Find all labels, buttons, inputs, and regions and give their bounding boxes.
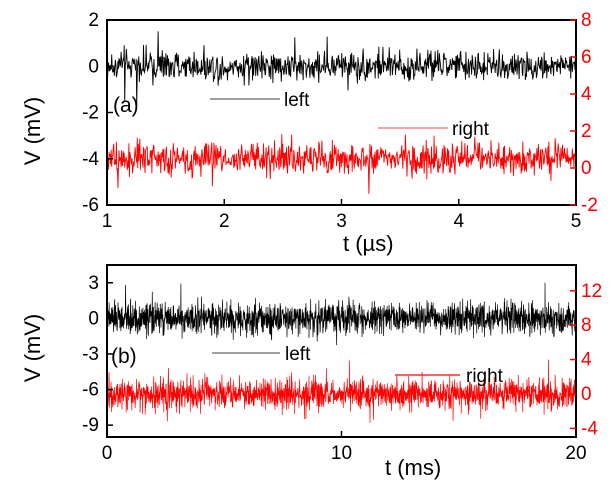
x-axis-label-b: t (ms) (385, 455, 441, 480)
y2-tick-label: 4 (581, 84, 592, 105)
y-tick-label: -4 (82, 149, 99, 170)
series-line-right (106, 359, 577, 423)
legend-label-right-a: right (452, 119, 490, 140)
x-axis-label-a: t (µs) (343, 231, 394, 256)
y2-tick-label: 4 (581, 350, 592, 371)
x-tick-label: 1 (102, 211, 113, 232)
y-tick-label: -3 (82, 344, 99, 365)
series-line-left (106, 31, 577, 105)
series-right-a (106, 133, 577, 194)
x-tick-label: 0 (102, 443, 113, 464)
legend-label-left-a: left (284, 90, 310, 111)
x-tick-label: 5 (571, 211, 582, 232)
y-axis-right-b: -4 0 4 8 12 (570, 281, 602, 439)
x-tick-label: 2 (219, 211, 230, 232)
series-right-b (106, 359, 577, 423)
y2-tick-label: 0 (581, 384, 592, 405)
y-axis-label-a: V (mV) (20, 97, 45, 165)
y2-tick-label: -4 (581, 418, 598, 439)
panel-b: -9 -6 -3 0 3 -4 0 4 8 12 0 10 20 (b) left right t … (20, 264, 602, 480)
x-tick-label: 20 (565, 443, 586, 464)
legend-label-left-b: left (285, 344, 311, 365)
y2-tick-label: 2 (581, 121, 592, 142)
y-axis-label-b: V (mV) (20, 314, 45, 382)
series-line-left (106, 282, 577, 346)
x-axis-a: 1 2 3 4 5 (102, 199, 582, 232)
y2-tick-label: 0 (581, 158, 592, 179)
panel-a: -6 -4 -2 0 2 -2 0 2 4 6 8 1 2 3 4 5 (a) left right t … (20, 10, 598, 256)
y-tick-label: -9 (82, 415, 99, 436)
panel-label-b: (b) (111, 345, 137, 368)
y2-tick-label: 6 (581, 47, 592, 68)
y2-tick-label: 8 (581, 315, 592, 336)
y-tick-label: -6 (82, 195, 99, 216)
y2-tick-label: 8 (581, 10, 592, 31)
series-line-right (106, 133, 577, 194)
y-axis-right-a: -2 0 2 4 6 8 (570, 10, 598, 216)
y-tick-label: 0 (88, 308, 99, 329)
y2-tick-label: 12 (581, 281, 602, 302)
series-left-b (106, 282, 577, 346)
y-tick-label: -6 (82, 380, 99, 401)
panel-label-a: (a) (113, 94, 139, 117)
y-tick-label: -2 (82, 103, 99, 124)
y-tick-label: 0 (88, 56, 99, 77)
y-axis-left-a: -6 -4 -2 0 2 (82, 10, 113, 216)
x-tick-label: 10 (331, 443, 352, 464)
y-axis-left-b: -9 -6 -3 0 3 (82, 273, 113, 436)
legend-label-right-b: right (466, 366, 504, 387)
y-tick-label: 2 (88, 10, 99, 31)
series-left-a (106, 31, 577, 105)
x-tick-label: 3 (336, 211, 347, 232)
x-tick-label: 4 (453, 211, 464, 232)
y-tick-label: 3 (88, 273, 99, 294)
x-axis-b: 0 10 20 (102, 431, 587, 464)
y2-tick-label: -2 (581, 195, 598, 216)
